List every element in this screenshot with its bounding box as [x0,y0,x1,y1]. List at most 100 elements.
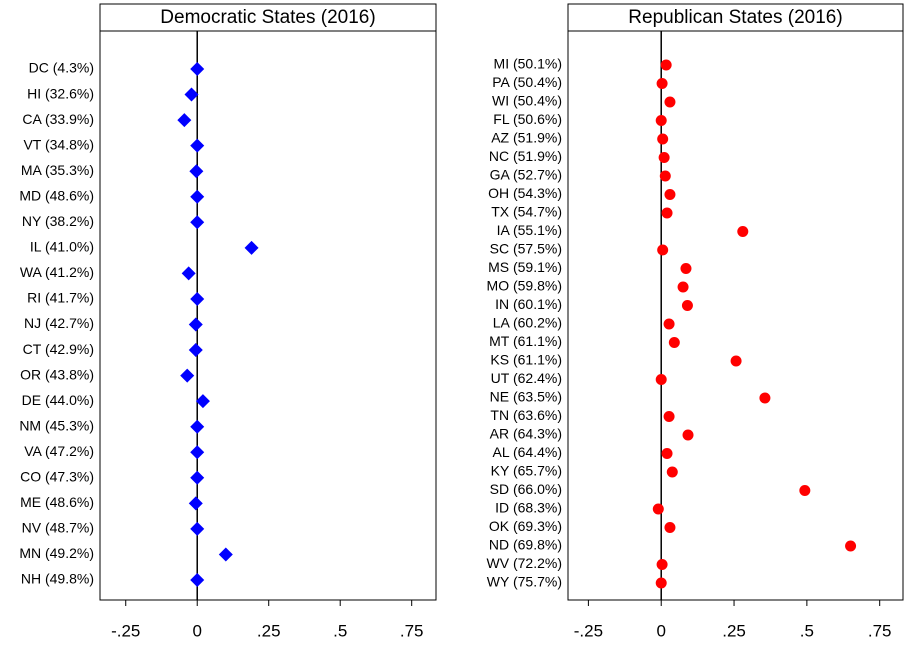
category-label: AL (64.4%) [492,444,562,460]
circle-marker [682,429,694,441]
diamond-marker [177,113,192,128]
circle-marker [652,503,664,515]
diamond-marker [190,445,205,460]
category-label: CA (33.9%) [22,111,94,127]
category-label: WI (50.4%) [492,93,562,109]
category-label: NE (63.5%) [490,389,562,405]
diamond-marker [180,368,195,383]
category-label: PA (50.4%) [492,74,562,90]
circle-marker [658,152,670,163]
category-label: MO (59.8%) [487,278,562,294]
category-label: MA (35.3%) [21,162,94,178]
circle-marker [657,133,669,145]
category-label: VA (47.2%) [24,443,94,459]
category-label: GA (52.7%) [490,167,562,183]
category-label: MT (61.1%) [489,333,562,349]
x-tick-label: -.25 [574,621,603,640]
diamond-marker [188,317,203,332]
diamond-marker [188,343,203,358]
circle-marker [730,355,742,367]
circle-marker [845,540,857,552]
category-label: NY (38.2%) [22,213,94,229]
circle-marker [680,263,692,274]
diamond-marker [190,573,205,587]
category-label: CO (47.3%) [20,469,94,485]
category-label: DE (44.0%) [22,392,94,408]
plot-frame [99,30,437,601]
circle-marker [664,522,676,533]
category-label: FL (50.6%) [493,111,562,127]
diamond-marker [244,240,259,255]
category-label: NC (51.9%) [489,148,562,164]
diamond-marker [189,164,204,179]
x-tick-label: .5 [333,621,347,640]
x-tick-label: 0 [656,621,665,640]
category-label: WY (75.7%) [487,574,562,590]
category-label: NH (49.8%) [21,571,94,587]
circle-marker [681,300,693,311]
category-label: OK (69.3%) [489,518,562,534]
circle-marker [668,337,680,348]
circle-marker [657,244,669,256]
diamond-marker [190,62,205,76]
category-label: NM (45.3%) [19,417,94,433]
category-label: AR (64.3%) [490,426,562,442]
diamond-marker [190,291,205,306]
category-label: UT (62.4%) [491,370,562,386]
category-label: ME (48.6%) [20,494,94,510]
diamond-marker [184,87,199,102]
category-label: TN (63.6%) [490,407,562,423]
diamond-marker [190,138,205,153]
circle-marker [759,392,771,404]
category-label: RI (41.7%) [27,290,94,306]
category-label: MS (59.1%) [488,259,562,275]
circle-marker [655,577,667,589]
panel-title: Republican States (2016) [628,7,842,28]
circle-marker [655,115,667,126]
category-label: OR (43.8%) [20,366,94,382]
category-label: HI (32.6%) [27,85,94,101]
category-label: VT (34.8%) [23,136,94,152]
diamond-marker [190,521,205,536]
category-label: AZ (51.9%) [491,130,562,146]
category-label: TX (54.7%) [491,204,562,220]
category-label: KY (65.7%) [491,463,562,479]
x-tick-label: .75 [400,621,424,640]
circle-marker [799,485,811,496]
circle-marker [737,226,749,237]
category-label: MI (50.1%) [494,56,562,72]
category-label: OH (54.3%) [488,185,562,201]
category-label: NJ (42.7%) [24,315,94,331]
x-tick-label: -.25 [111,621,140,640]
title-box [567,3,904,32]
circle-marker [660,59,672,71]
circle-marker [666,466,678,478]
category-label: MD (48.6%) [19,187,94,203]
x-tick-label: .25 [722,621,746,640]
diamond-marker [195,394,210,409]
category-label: NV (48.7%) [22,520,94,536]
circle-marker [677,281,689,293]
diamond-marker [190,189,205,204]
category-label: WA (41.2%) [20,264,94,280]
diamond-marker [218,547,233,562]
category-label: ID (68.3%) [495,500,562,516]
circle-marker [656,559,668,570]
category-label: IA (55.1%) [497,222,562,238]
circle-marker [664,189,676,200]
circle-marker [663,318,675,330]
panel-title: Democratic States (2016) [160,7,375,28]
circle-marker [659,170,671,182]
category-label: DC (4.3%) [29,60,94,76]
category-label: IN (60.1%) [495,296,562,312]
title-box [99,3,437,32]
plot-frame [567,30,904,601]
category-label: MN (49.2%) [19,545,94,561]
category-label: LA (60.2%) [493,315,562,331]
category-label: CT (42.9%) [23,341,94,357]
x-tick-label: 0 [192,621,201,640]
x-tick-label: .25 [257,621,281,640]
diamond-marker [188,496,203,511]
